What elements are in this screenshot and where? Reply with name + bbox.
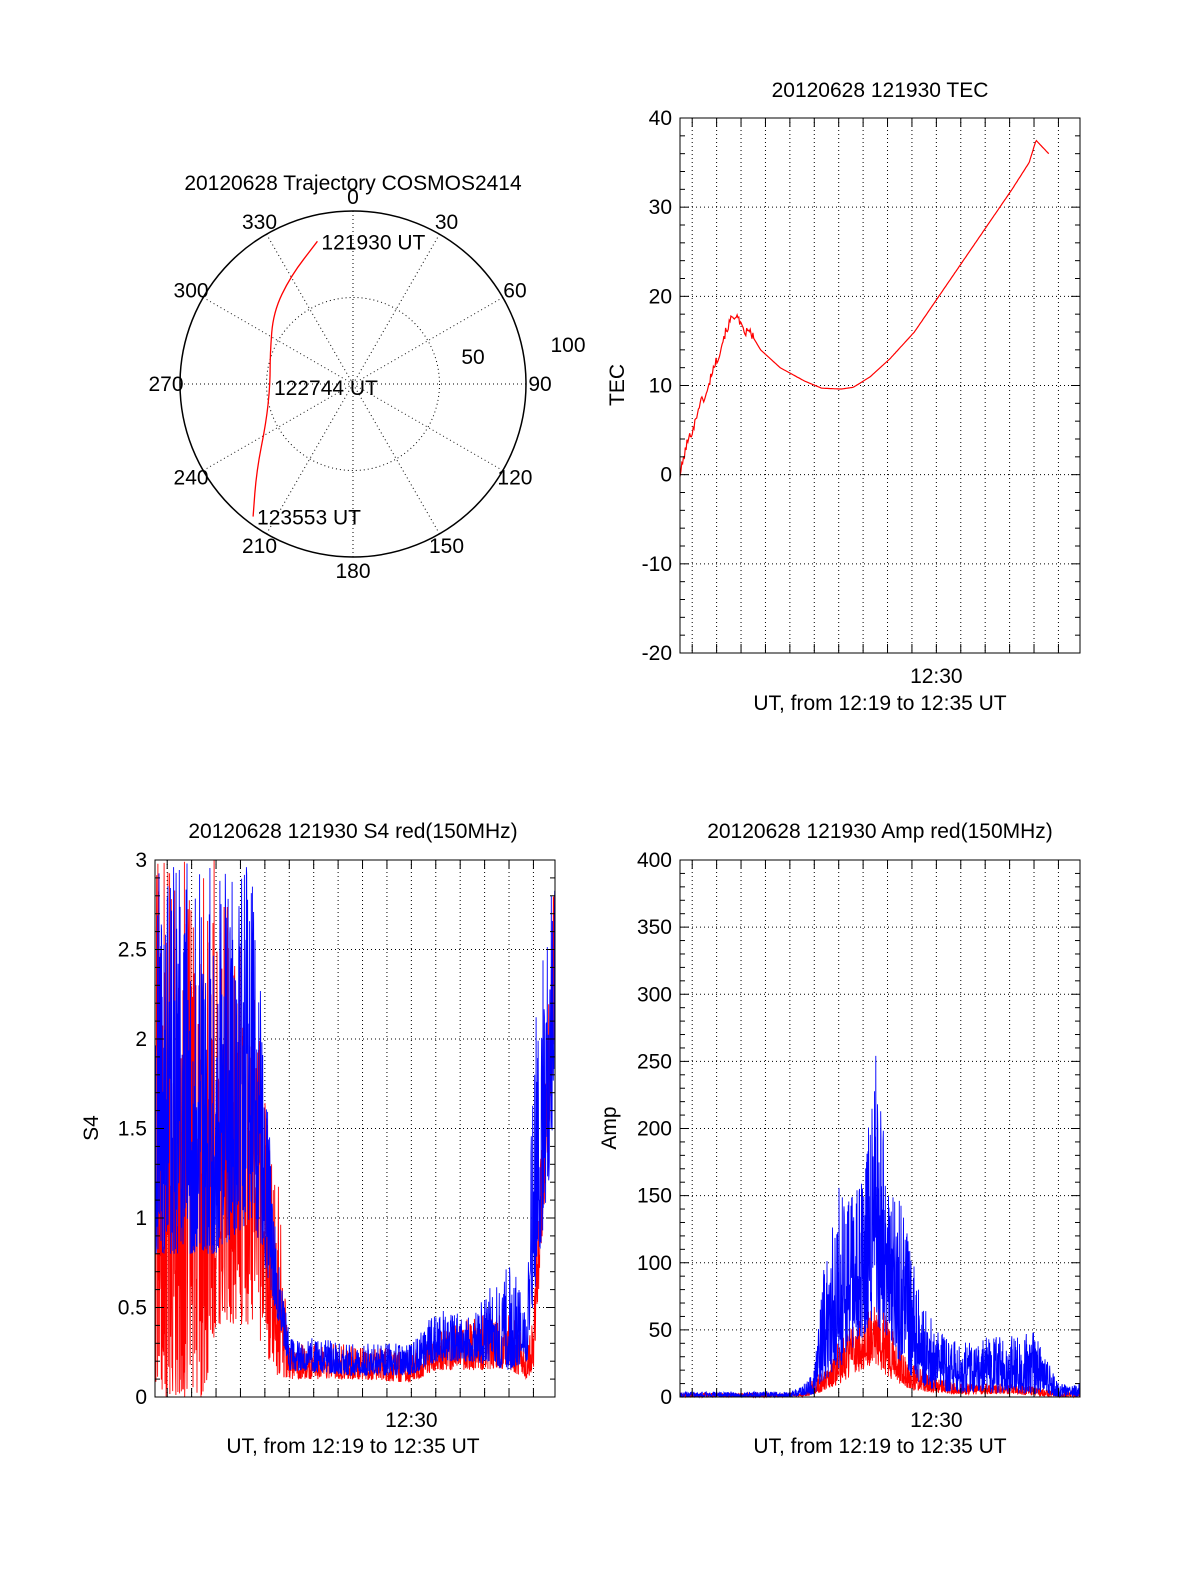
tec-xlabel: UT, from 12:19 to 12:35 UT bbox=[753, 692, 1006, 715]
s4-ytick-label: 3 bbox=[135, 849, 147, 872]
polar-panel: 20120628 Trajectory COSMOS2414 0 30 60 90 12… bbox=[148, 172, 585, 583]
polar-spoke bbox=[352, 383, 440, 535]
tec-grid bbox=[680, 118, 1080, 653]
amp-ticks: 0 50 100 150 200 250 300 350 400 12:30 bbox=[637, 849, 1080, 1432]
polar-time-annotation: 123553 UT bbox=[257, 507, 361, 530]
s4-ytick-label: 0.5 bbox=[118, 1297, 147, 1320]
tec-series-line bbox=[679, 139, 1050, 477]
polar-angle-label: 120 bbox=[497, 467, 532, 490]
amp-series-line bbox=[679, 1055, 1081, 1399]
amp-ytick-label: 50 bbox=[649, 1319, 672, 1342]
tec-panel: 20120628 121930 TEC UT, from 12:19 to 12… bbox=[606, 79, 1081, 715]
amp-ytick-label: 350 bbox=[637, 916, 672, 939]
polar-spoke bbox=[202, 383, 354, 471]
amp-xlabel: UT, from 12:19 to 12:35 UT bbox=[753, 1435, 1006, 1458]
polar-radius-label-50: 50 bbox=[461, 346, 484, 369]
s4-series-line bbox=[154, 863, 556, 1377]
polar-spoke bbox=[266, 383, 354, 535]
polar-radius-label-100: 100 bbox=[550, 334, 585, 357]
s4-series bbox=[154, 860, 556, 1398]
polar-angle-label: 180 bbox=[335, 560, 370, 583]
s4-ytick-label: 1 bbox=[135, 1207, 147, 1230]
s4-ytick-label: 0 bbox=[135, 1386, 147, 1409]
polar-spoke bbox=[352, 233, 440, 385]
polar-angle-label: 270 bbox=[148, 373, 183, 396]
polar-radius-labels: 50 100 bbox=[461, 334, 585, 369]
amp-ytick-label: 250 bbox=[637, 1050, 672, 1073]
polar-grid bbox=[179, 210, 527, 558]
s4-xlabel: UT, from 12:19 to 12:35 UT bbox=[226, 1435, 479, 1458]
s4-ylabel: S4 bbox=[80, 1115, 103, 1141]
polar-time-annotation: 121930 UT bbox=[321, 231, 425, 254]
amp-ytick-label: 150 bbox=[637, 1185, 672, 1208]
s4-ytick-label: 1.5 bbox=[118, 1118, 147, 1141]
polar-angle-label: 330 bbox=[242, 211, 277, 234]
tec-title: 20120628 121930 TEC bbox=[772, 79, 989, 102]
polar-annotations: 121930 UT 122744 UT 123553 UT bbox=[257, 231, 425, 529]
polar-spoke bbox=[352, 297, 504, 385]
s4-ticks: 0 0.5 1 1.5 2 2.5 3 12:30 bbox=[118, 849, 555, 1432]
polar-angle-label: 300 bbox=[174, 280, 209, 303]
polar-outer-ring bbox=[179, 210, 527, 558]
polar-series bbox=[252, 240, 318, 517]
amp-ytick-label: 100 bbox=[637, 1252, 672, 1275]
polar-angle-label: 240 bbox=[174, 467, 209, 490]
polar-spoke bbox=[202, 297, 354, 385]
polar-angle-label: 30 bbox=[435, 211, 458, 234]
polar-angle-label: 210 bbox=[242, 535, 277, 558]
polar-angle-label: 90 bbox=[528, 373, 551, 396]
tec-ticks: -20 -10 0 10 20 30 40 12:30 bbox=[642, 107, 1080, 688]
s4-panel: 20120628 121930 S4 red(150MHz) UT, from … bbox=[80, 820, 556, 1458]
tec-ytick-label: 40 bbox=[649, 107, 672, 130]
polar-angle-label: 0 bbox=[347, 186, 359, 209]
amp-ytick-label: 200 bbox=[637, 1118, 672, 1141]
polar-time-annotation: 122744 UT bbox=[274, 377, 378, 400]
polar-angle-label: 60 bbox=[503, 280, 526, 303]
amp-series bbox=[679, 1055, 1081, 1399]
s4-ytick-label: 2.5 bbox=[118, 939, 147, 962]
amp-ytick-label: 400 bbox=[637, 849, 672, 872]
tec-ytick-label: 0 bbox=[660, 464, 672, 487]
tec-ylabel: TEC bbox=[606, 364, 629, 406]
polar-angle-labels: 0 30 60 90 120 150 180 210 240 270 300 330 bbox=[148, 186, 551, 583]
tec-series bbox=[679, 139, 1050, 477]
tec-xtick-label: 12:30 bbox=[910, 665, 963, 688]
tec-ytick-label: -20 bbox=[642, 642, 672, 665]
tec-ytick-label: 30 bbox=[649, 196, 672, 219]
amp-xtick-label: 12:30 bbox=[910, 1409, 963, 1432]
polar-spoke bbox=[266, 233, 354, 385]
amp-ylabel: Amp bbox=[598, 1106, 621, 1149]
tec-ytick-label: 20 bbox=[649, 285, 672, 308]
tec-ytick-label: 10 bbox=[649, 375, 672, 398]
s4-xtick-label: 12:30 bbox=[385, 1409, 438, 1432]
polar-spoke bbox=[352, 383, 504, 471]
polar-ring-50 bbox=[266, 297, 440, 471]
tec-ytick-label: -10 bbox=[642, 553, 672, 576]
s4-title: 20120628 121930 S4 red(150MHz) bbox=[188, 820, 517, 843]
amp-title: 20120628 121930 Amp red(150MHz) bbox=[707, 820, 1053, 843]
amp-grid bbox=[680, 860, 1080, 1397]
s4-ytick-label: 2 bbox=[135, 1028, 147, 1051]
amp-panel: 20120628 121930 Amp red(150MHz) UT, from… bbox=[598, 820, 1081, 1458]
amp-ytick-label: 300 bbox=[637, 983, 672, 1006]
polar-trajectory-line bbox=[252, 240, 318, 517]
polar-angle-label: 150 bbox=[429, 535, 464, 558]
polar-title: 20120628 Trajectory COSMOS2414 bbox=[184, 172, 522, 195]
amp-ytick-label: 0 bbox=[660, 1386, 672, 1409]
